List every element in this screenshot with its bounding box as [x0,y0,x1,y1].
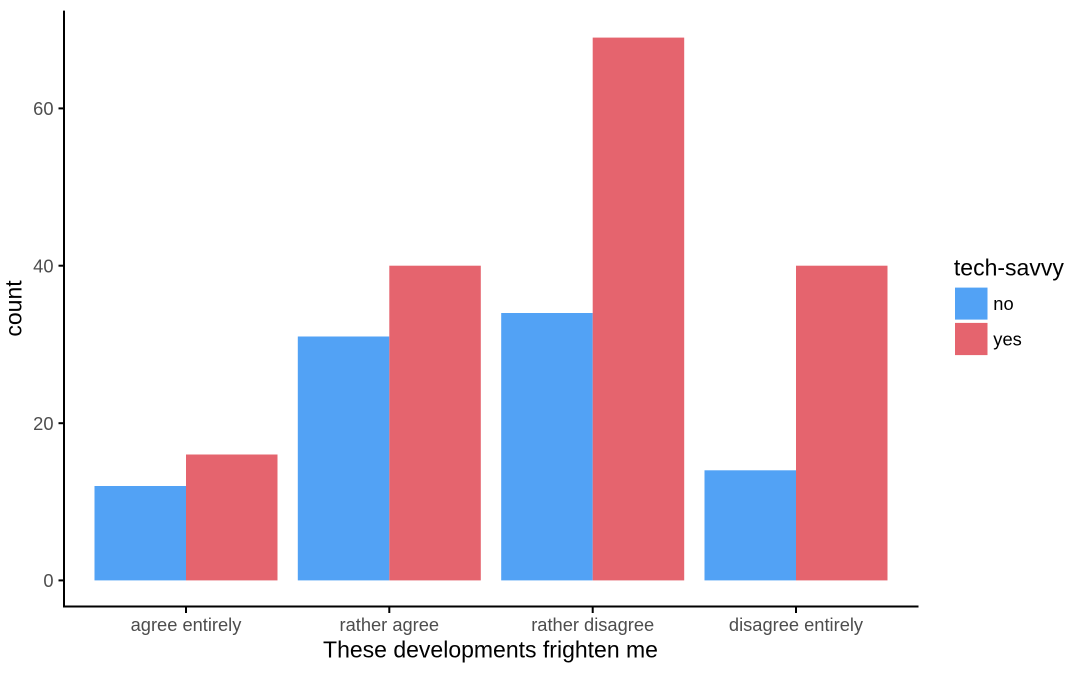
svg-text:no: no [993,293,1013,314]
svg-text:tech-savvy: tech-savvy [954,255,1064,281]
svg-text:rather disagree: rather disagree [531,614,654,635]
svg-text:yes: yes [993,329,1021,350]
svg-text:These developments frighten me: These developments frighten me [323,637,658,663]
svg-text:count: count [1,280,27,337]
svg-text:0: 0 [43,570,53,591]
svg-text:40: 40 [33,255,53,276]
svg-text:agree entirely: agree entirely [131,614,243,635]
svg-text:60: 60 [33,98,53,119]
svg-text:rather agree: rather agree [340,614,440,635]
svg-text:20: 20 [33,413,53,434]
svg-text:disagree entirely: disagree entirely [729,614,864,635]
